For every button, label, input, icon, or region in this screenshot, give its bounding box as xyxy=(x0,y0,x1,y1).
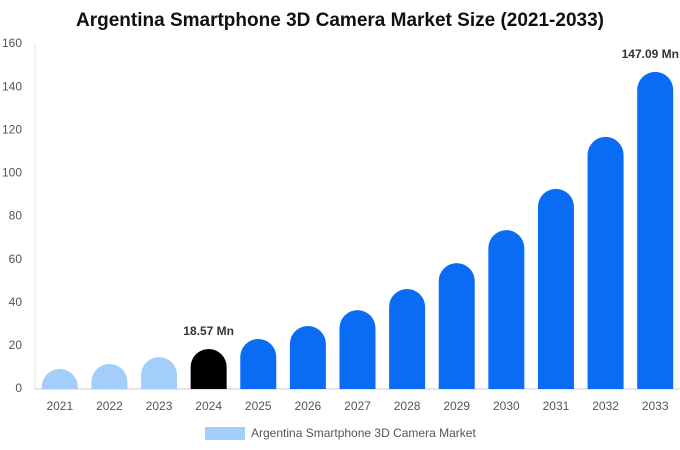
y-tick-label: 120 xyxy=(2,122,22,136)
x-tick-label: 2026 xyxy=(295,399,322,413)
x-tick-label: 2023 xyxy=(146,399,173,413)
x-tick-label: 2021 xyxy=(46,399,73,413)
bar xyxy=(637,71,674,389)
x-tick-label: 2028 xyxy=(394,399,421,413)
x-tick-label: 2032 xyxy=(592,399,619,413)
bar xyxy=(587,136,624,389)
y-tick-label: 160 xyxy=(2,36,22,50)
bar xyxy=(91,363,128,389)
x-tick-label: 2025 xyxy=(245,399,272,413)
bar xyxy=(41,368,78,389)
bar xyxy=(389,288,426,389)
y-tick-label: 80 xyxy=(9,209,23,223)
y-tick-label: 60 xyxy=(9,252,23,266)
bar xyxy=(339,310,376,389)
x-tick-label: 2022 xyxy=(96,399,123,413)
y-tick-label: 40 xyxy=(9,295,23,309)
x-tick-label: 2024 xyxy=(195,399,222,413)
y-tick-label: 0 xyxy=(15,381,22,395)
bar xyxy=(438,263,475,389)
x-tick-label: 2031 xyxy=(543,399,570,413)
bar xyxy=(141,357,178,389)
chart-title: Argentina Smartphone 3D Camera Market Si… xyxy=(76,10,604,31)
x-tick-label: 2033 xyxy=(642,399,669,413)
y-tick-label: 20 xyxy=(9,338,23,352)
x-tick-label: 2030 xyxy=(493,399,520,413)
y-tick-label: 140 xyxy=(2,79,22,93)
bar xyxy=(488,230,525,389)
value-label: 147.09 Mn xyxy=(622,47,679,61)
bar xyxy=(240,338,277,389)
bar xyxy=(289,326,326,389)
bar xyxy=(537,188,574,389)
legend-swatch xyxy=(205,427,245,440)
x-tick-label: 2029 xyxy=(443,399,470,413)
bar xyxy=(190,348,227,389)
y-tick-label: 100 xyxy=(2,166,22,180)
legend-label: Argentina Smartphone 3D Camera Market xyxy=(251,426,476,440)
value-label: 18.57 Mn xyxy=(183,324,234,338)
x-tick-label: 2027 xyxy=(344,399,371,413)
